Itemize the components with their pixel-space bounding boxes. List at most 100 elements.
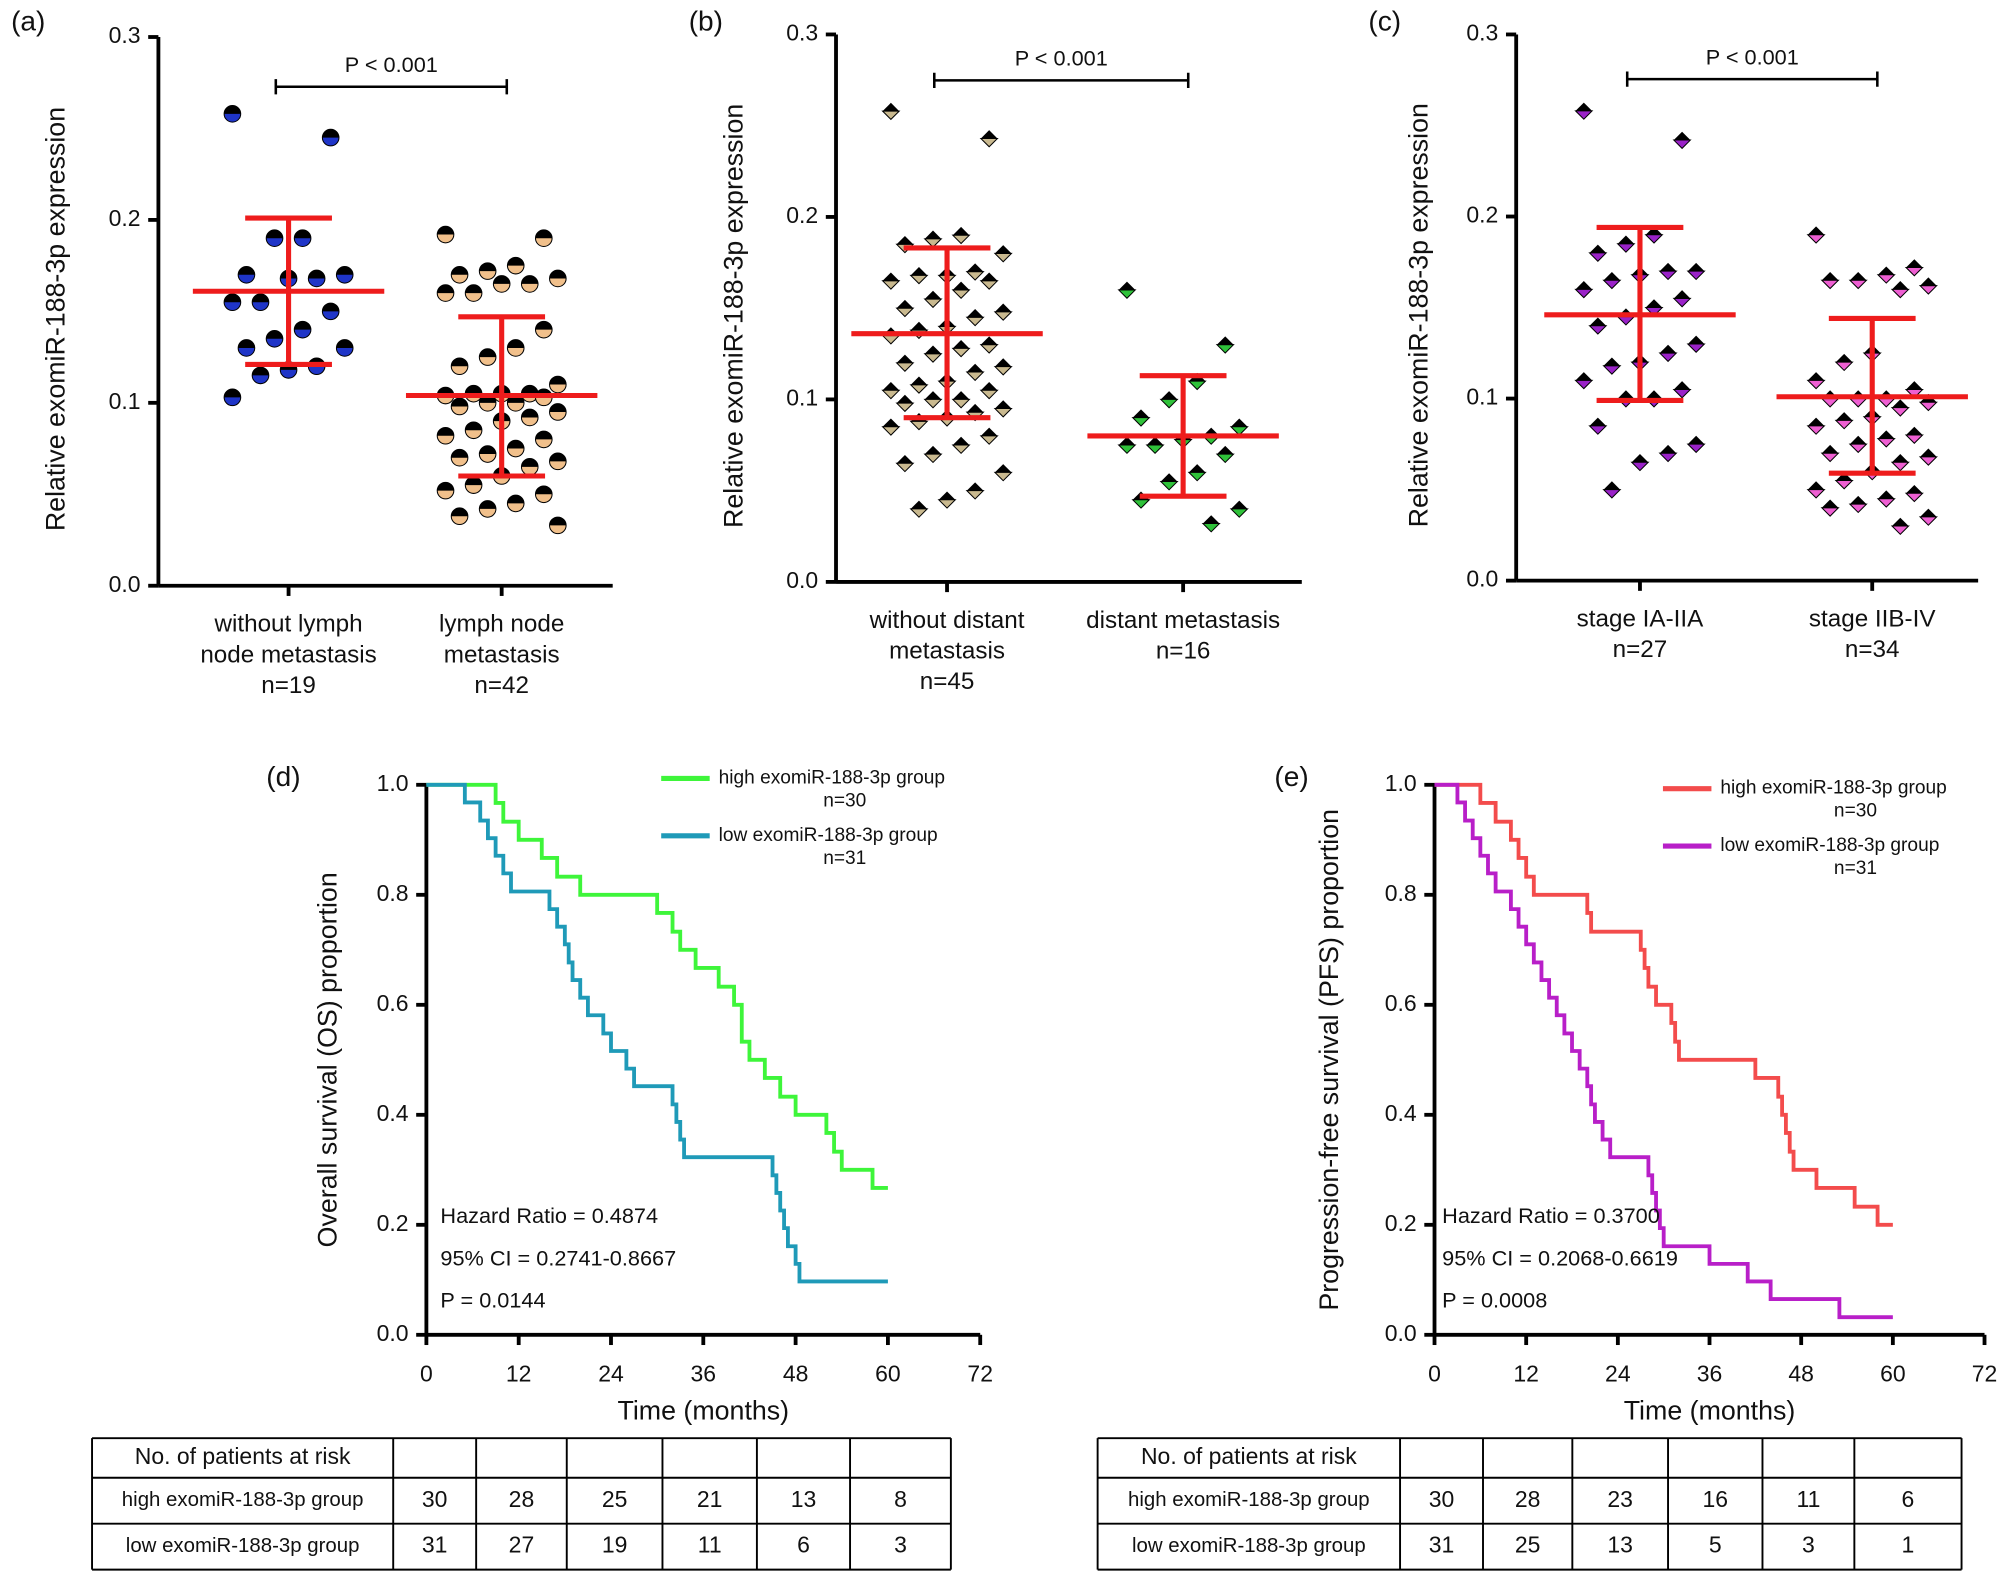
data-point [450, 397, 469, 416]
marker-fill [1848, 443, 1868, 454]
marker-fill [1574, 379, 1594, 390]
marker-fill [923, 353, 943, 363]
marker-fill [965, 371, 985, 382]
marker-fill [1131, 499, 1151, 509]
marker-shade [1906, 484, 1923, 494]
y-tick-label: 0.8 [1385, 880, 1417, 906]
data-point [1616, 235, 1636, 253]
data-point [293, 320, 312, 339]
marker-fill [1117, 444, 1137, 455]
legend-label: high exomiR-188-3p group [1720, 778, 1946, 799]
data-point [1834, 472, 1854, 490]
marker-shade [521, 458, 539, 467]
table-cell: 19 [602, 1532, 628, 1558]
data-point [1686, 435, 1706, 454]
table-cell: 25 [602, 1486, 628, 1512]
marker-shade [535, 485, 553, 495]
marker-shade [1892, 281, 1909, 290]
marker-shade [479, 348, 496, 358]
marker-shade [1807, 226, 1825, 235]
marker-fill [1820, 279, 1840, 290]
panel-label: (e) [1274, 761, 1308, 792]
y-tick-label: 0.0 [109, 571, 141, 597]
data-point [1131, 409, 1151, 427]
marker-shade [966, 403, 984, 413]
marker-fill [1159, 398, 1179, 409]
data-point [965, 263, 985, 281]
marker-shade [479, 500, 496, 509]
marker-fill [1686, 343, 1706, 353]
marker-fill [909, 384, 929, 394]
marker-fill [1187, 380, 1207, 391]
marker-fill [1806, 425, 1826, 435]
marker-fill [1820, 452, 1840, 463]
table-cell: 28 [1515, 1486, 1541, 1512]
data-point [1672, 381, 1692, 399]
marker-shade [952, 340, 970, 349]
data-point [534, 229, 553, 248]
marker-fill [895, 462, 915, 473]
y-tick-label: 0.6 [377, 990, 409, 1016]
marker-shade [1807, 372, 1825, 381]
data-point [1574, 102, 1594, 120]
data-point [534, 320, 553, 339]
marker-fill [1574, 288, 1594, 299]
data-point [464, 476, 483, 494]
marker-fill [1890, 407, 1910, 417]
marker-fill [895, 307, 915, 318]
y-tick-label: 0.2 [377, 1210, 409, 1236]
marker-fill [1616, 316, 1636, 326]
data-point [1602, 271, 1622, 290]
marker-shade [535, 229, 553, 239]
marker-fill [979, 389, 999, 400]
marker-shade [1807, 417, 1825, 426]
marker-fill [1658, 352, 1678, 363]
marker-fill [1574, 110, 1594, 120]
marker-shade [1659, 444, 1677, 454]
marker-shade [938, 491, 956, 500]
y-tick-label: 0.6 [1385, 990, 1417, 1016]
marker-fill [1588, 252, 1608, 262]
data-point [450, 507, 469, 526]
marker-fill [1834, 419, 1854, 430]
marker-shade [952, 226, 970, 236]
y-tick-label: 0.2 [109, 205, 141, 231]
data-point [237, 339, 256, 357]
marker-shade [266, 229, 283, 239]
marker-fill [1820, 507, 1840, 517]
marker-shade [465, 385, 482, 394]
marker-shade [451, 266, 468, 275]
marker-fill [1918, 456, 1938, 466]
marker-shade [465, 421, 482, 431]
data-point [1588, 244, 1608, 262]
y-tick-label: 0.4 [377, 1100, 409, 1126]
table-cell: 28 [509, 1486, 535, 1512]
table-header: No. of patients at risk [135, 1443, 351, 1469]
marker-fill [1672, 139, 1692, 150]
marker-shade [994, 358, 1012, 367]
data-point [951, 340, 971, 358]
marker-shade [465, 476, 482, 486]
marker-shade [1906, 259, 1923, 268]
marker-shade [966, 263, 984, 272]
marker-shade [1849, 271, 1867, 281]
marker-shade [252, 293, 269, 303]
x-tick-label: stage IIB-IV [1809, 606, 1936, 633]
panel-label: (b) [689, 5, 723, 36]
data-point [506, 439, 525, 458]
marker-shade [1892, 399, 1909, 408]
data-point [951, 281, 971, 299]
data-point [1876, 490, 1896, 508]
x-tick-label: n=34 [1845, 636, 1900, 663]
marker-fill [1658, 452, 1678, 463]
panel-label: (a) [11, 5, 45, 36]
marker-shade [336, 339, 354, 348]
marker-fill [923, 298, 943, 309]
marker-shade [437, 482, 454, 491]
data-point [951, 436, 971, 455]
data-point [1876, 430, 1896, 448]
marker-fill [923, 398, 943, 409]
marker-fill [993, 471, 1013, 482]
x-axis-title: Time (months) [1624, 1396, 1796, 1426]
table-cell: 31 [422, 1532, 448, 1558]
